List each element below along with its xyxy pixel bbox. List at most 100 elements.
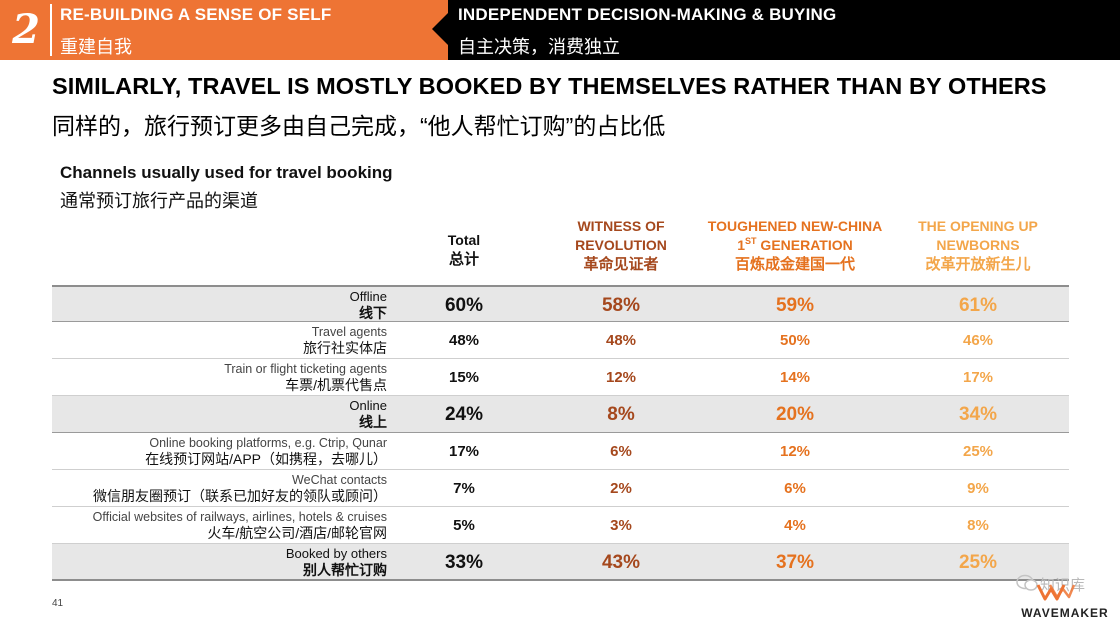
generation-number: 1 — [737, 237, 746, 253]
booking-channels-table: Offline 线下 60% 58% 59% 61% Travel agents 旅… — [52, 285, 1069, 581]
cell-opening-up: 8% — [967, 517, 989, 534]
column-header-toughened-en-1: TOUGHENED NEW-CHINA — [707, 218, 883, 234]
row-label-en: Booked by others — [285, 546, 387, 561]
column-header-witness: WITNESS OF REVOLUTION 革命见证者 — [560, 217, 682, 274]
cell-toughened: 50% — [779, 332, 811, 349]
column-header-witness-zh: 革命见证者 — [583, 256, 659, 273]
section-title-zh: 重建自我 — [60, 37, 132, 57]
column-header-toughened-zh: 百炼成金建国一代 — [734, 256, 855, 273]
column-header-total-zh: 总计 — [448, 251, 479, 268]
cell-witness: 3% — [610, 517, 632, 534]
cell-toughened: 4% — [784, 517, 806, 534]
table-row: WeChat contacts 微信朋友圈预订（联系已加好友的领队或顾问） 7% … — [52, 470, 1069, 507]
row-label: Train or flight ticketing agents 车票/机票代售点 — [224, 361, 387, 393]
row-label-zh: 车票/机票代售点 — [285, 377, 387, 393]
section-title-en: RE-BUILDING A SENSE OF SELF — [60, 5, 332, 24]
table-row: Booked by others 别人帮忙订购 33% 43% 37% 25% — [52, 544, 1069, 581]
column-header-opening-up-en-1: THE OPENING UP — [918, 218, 1038, 234]
cell-toughened: 14% — [779, 369, 811, 386]
wavemaker-logo: WAVEMAKER — [1010, 582, 1118, 628]
row-label-zh: 在线预订网站/APP（如携程，去哪儿） — [145, 451, 387, 467]
cell-witness: 2% — [610, 480, 632, 497]
row-label: WeChat contacts 微信朋友圈预订（联系已加好友的领队或顾问） — [93, 472, 387, 504]
row-label-zh: 线下 — [359, 305, 387, 321]
cell-toughened: 6% — [784, 480, 806, 497]
wavemaker-logo-icon — [1036, 584, 1076, 601]
table-row: Online 线上 24% 8% 20% 34% — [52, 396, 1069, 433]
cell-total: 60% — [444, 295, 484, 316]
table-caption-zh: 通常预订旅行产品的渠道 — [60, 191, 258, 211]
column-header-total-en: Total — [447, 232, 481, 248]
cell-total: 7% — [453, 480, 475, 497]
slide-title-zh: 同样的，旅行预订更多由自己完成，“他人帮忙订购”的占比低 — [52, 113, 666, 139]
cell-opening-up: 25% — [962, 443, 994, 460]
logo-wordmark: WAVEMAKER — [1021, 606, 1109, 620]
cell-witness: 58% — [601, 295, 641, 316]
subsection-title-en: INDEPENDENT DECISION-MAKING & BUYING — [458, 5, 837, 24]
header-divider — [50, 4, 52, 56]
row-label-zh: 微信朋友圈预订（联系已加好友的领队或顾问） — [93, 488, 387, 504]
row-label-en: Online booking platforms, e.g. Ctrip, Qu… — [149, 436, 387, 450]
row-label-en: WeChat contacts — [292, 473, 387, 487]
cell-total: 24% — [444, 404, 484, 425]
row-label: Online 线上 — [349, 398, 387, 430]
cell-total: 5% — [453, 517, 475, 534]
table-caption-en: Channels usually used for travel booking — [60, 163, 393, 182]
cell-opening-up: 61% — [958, 295, 998, 316]
column-header-witness-en-1: WITNESS OF — [577, 218, 665, 234]
row-label-en: Train or flight ticketing agents — [224, 362, 387, 376]
ordinal-suffix: ST — [745, 236, 757, 246]
cell-toughened: 12% — [779, 443, 811, 460]
page-number: 41 — [52, 598, 64, 609]
column-header-total: Total 总计 — [426, 231, 502, 269]
table-row: Travel agents 旅行社实体店 48% 48% 50% 46% — [52, 322, 1069, 359]
row-label-zh: 旅行社实体店 — [303, 340, 387, 356]
column-header-toughened: TOUGHENED NEW-CHINA 1ST GENERATION 百炼成金建… — [700, 217, 890, 274]
cell-toughened: 37% — [775, 552, 815, 573]
row-label-en: Travel agents — [311, 325, 387, 339]
section-header-right — [448, 0, 1120, 60]
row-label-zh: 火车/航空公司/酒店/邮轮官网 — [207, 525, 387, 541]
row-label-en: Offline — [349, 289, 387, 304]
column-header-witness-en-2: REVOLUTION — [575, 237, 667, 253]
column-header-opening-up: THE OPENING UP NEWBORNS 改革开放新生儿 — [900, 217, 1056, 274]
cell-witness: 8% — [607, 404, 635, 425]
cell-total: 15% — [448, 369, 480, 386]
cell-opening-up: 17% — [962, 369, 994, 386]
cell-witness: 48% — [605, 332, 637, 349]
slide-title-en: SIMILARLY, TRAVEL IS MOSTLY BOOKED BY TH… — [52, 73, 1047, 99]
cell-witness: 12% — [605, 369, 637, 386]
row-label: Booked by others 别人帮忙订购 — [286, 546, 387, 578]
wechat-icon — [1016, 574, 1038, 591]
column-header-toughened-en-2: 1ST GENERATION — [700, 236, 890, 255]
column-header-opening-up-zh: 改革开放新生儿 — [925, 256, 1031, 273]
table-row: Train or flight ticketing agents 车票/机票代售点… — [52, 359, 1069, 396]
row-label: Travel agents 旅行社实体店 — [303, 324, 387, 356]
cell-toughened: 59% — [775, 295, 815, 316]
row-label: Online booking platforms, e.g. Ctrip, Qu… — [145, 435, 387, 467]
row-label-zh: 线上 — [359, 414, 387, 430]
table-row: Online booking platforms, e.g. Ctrip, Qu… — [52, 433, 1069, 470]
row-label: Official websites of railways, airlines,… — [93, 509, 387, 541]
subsection-title-zh: 自主决策，消费独立 — [458, 37, 620, 57]
row-label: Offline 线下 — [350, 289, 387, 321]
cell-opening-up: 34% — [958, 404, 998, 425]
section-header-left — [0, 0, 448, 60]
section-number: 2 — [12, 6, 40, 53]
cell-total: 48% — [448, 332, 480, 349]
table-row: Offline 线下 60% 58% 59% 61% — [52, 285, 1069, 322]
column-header-opening-up-en-2: NEWBORNS — [936, 237, 1020, 253]
cell-witness: 6% — [610, 443, 632, 460]
header-arrow-icon — [432, 12, 449, 46]
cell-opening-up: 46% — [962, 332, 994, 349]
cell-opening-up: 9% — [967, 480, 989, 497]
row-label-zh: 别人帮忙订购 — [303, 562, 387, 578]
row-label-en: Online — [349, 398, 387, 413]
cell-total: 33% — [444, 552, 484, 573]
cell-witness: 43% — [601, 552, 641, 573]
table-row: Official websites of railways, airlines,… — [52, 507, 1069, 544]
cell-toughened: 20% — [775, 404, 815, 425]
cell-opening-up: 25% — [958, 552, 998, 573]
generation-word: GENERATION — [756, 237, 853, 253]
cell-total: 17% — [448, 443, 480, 460]
